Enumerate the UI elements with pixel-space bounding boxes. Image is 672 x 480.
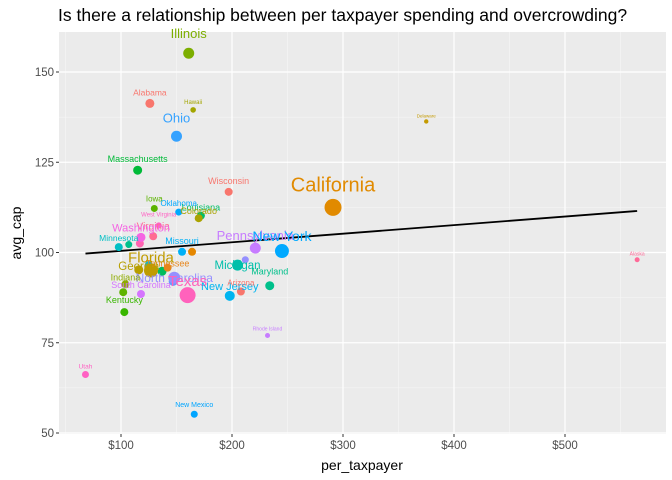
data-point-virginia <box>149 232 158 241</box>
point-label-indiana: Indiana <box>111 272 141 282</box>
y-tick-label-2: 100 <box>35 248 54 260</box>
data-point-hawaii <box>190 107 196 113</box>
point-label-pennsylvania: Pennsylvania <box>217 228 295 243</box>
data-point-alaska <box>634 257 640 263</box>
data-point-indiana <box>121 280 130 289</box>
data-point-new-york <box>274 244 289 259</box>
data-point-missouri <box>178 247 187 256</box>
point-label-georgia: Georgia <box>118 261 160 273</box>
data-point-north-carolina <box>168 271 181 284</box>
x-tick-label-1: $200 <box>219 440 245 452</box>
point-label-california: California <box>291 174 376 196</box>
point-labels: Illinois Alabama Hawaii Delaware Ohio Massach… <box>79 26 645 409</box>
y-axis-title: avg_cap <box>8 206 24 259</box>
data-point-west-virginia <box>155 222 162 229</box>
point-label-new-mexico: New Mexico <box>175 402 213 409</box>
data-point-texas <box>179 287 196 304</box>
point-label-massachusetts: Massachusetts <box>108 154 169 164</box>
trend-line-group <box>85 210 638 255</box>
y-tick-label-1: 75 <box>41 338 54 350</box>
x-axis-ticks: $100 $200 $300 $400 $500 <box>108 434 578 452</box>
x-axis-title: per_taxpayer <box>321 457 403 473</box>
x-tick-label-4: $500 <box>552 440 578 452</box>
data-point-arizona <box>236 287 245 296</box>
point-label-alaska: Alaska <box>630 252 645 258</box>
data-point-massachusetts <box>133 165 143 175</box>
data-point-kentucky <box>120 308 129 317</box>
data-point-pennsylvania <box>249 242 261 254</box>
point-label-michigan: Michigan <box>215 260 261 272</box>
data-points <box>81 47 640 418</box>
data-point-iowa <box>150 204 158 212</box>
point-label-new-york: New York <box>252 228 312 244</box>
data-point-3 <box>188 247 197 256</box>
point-label-oklahoma: Oklahoma <box>160 199 197 208</box>
point-label-maryland: Maryland <box>251 267 288 277</box>
data-point-colorado <box>194 214 203 223</box>
major-gridlines <box>59 32 666 434</box>
point-label-kentucky: Kentucky <box>106 295 144 305</box>
data-point-alabama <box>145 98 155 108</box>
data-point-ohio <box>171 130 182 142</box>
data-point-florida <box>143 263 158 278</box>
point-label-north-carolina: North Carolina <box>136 271 214 285</box>
point-label-iowa: Iowa <box>146 194 163 203</box>
y-axis-ticks: 50 75 100 125 150 <box>35 67 59 440</box>
trend-line <box>85 210 638 255</box>
data-point-new-jersey <box>224 290 235 301</box>
point-label-south-carolina: South Carolina <box>111 280 171 290</box>
data-point-new-mexico <box>190 410 198 418</box>
point-label-tennessee: Tennessee <box>146 259 190 269</box>
x-tick-label-0: $100 <box>108 440 134 452</box>
x-tick-label-2: $300 <box>330 440 356 452</box>
data-point-tennessee <box>163 263 172 272</box>
point-label-rhode-island: Rhode Island <box>253 327 283 333</box>
point-label-utah: Utah <box>79 364 93 371</box>
point-label-alabama: Alabama <box>133 87 167 97</box>
point-label-texas: Texas <box>168 273 207 290</box>
point-label-missouri: Missouri <box>165 236 199 246</box>
point-label-wisconsin: Wisconsin <box>208 176 249 186</box>
x-tick-label-3: $400 <box>441 440 467 452</box>
point-label-delaware: Delaware <box>417 113 437 118</box>
y-tick-label-0: 50 <box>41 428 54 440</box>
chart-title: Is there a relationship between per taxp… <box>58 5 628 25</box>
point-label-washington: Washington <box>112 222 170 234</box>
data-point-michigan <box>232 259 244 271</box>
data-point-illinois <box>183 47 195 59</box>
data-point-california <box>324 198 342 216</box>
data-point-wisconsin <box>224 187 233 196</box>
point-label-arizona: Arizona <box>227 278 255 287</box>
data-point-7 <box>119 288 128 297</box>
data-point-1 <box>125 241 133 249</box>
data-point-south-carolina <box>136 290 145 299</box>
point-label-virginia: Virginia <box>137 221 171 232</box>
data-point-rhode-island <box>265 333 271 339</box>
y-tick-label-3: 125 <box>35 157 54 169</box>
data-point-maryland <box>265 281 275 291</box>
point-label-illinois: Illinois <box>171 26 208 41</box>
point-label-hawaii: Hawaii <box>184 100 202 106</box>
data-point-4 <box>241 256 249 264</box>
point-label-florida: Florida <box>128 250 175 267</box>
point-label-colorado: Colorado <box>180 206 217 216</box>
data-point-georgia <box>134 265 144 275</box>
data-point-oklahoma <box>175 208 183 216</box>
data-point-minnesota <box>114 243 123 252</box>
point-label-louisiana: Louisiana <box>182 203 221 213</box>
y-tick-label-4: 150 <box>35 67 54 79</box>
data-point-delaware <box>424 119 429 124</box>
point-label-west-virginia: West Virginia <box>141 212 177 218</box>
point-label-minnesota: Minnesota <box>99 233 138 243</box>
point-label-ohio: Ohio <box>163 110 190 125</box>
point-label-new-jersey: New Jersey <box>201 281 259 293</box>
data-point-utah <box>81 371 89 379</box>
data-point-washington <box>136 232 146 242</box>
